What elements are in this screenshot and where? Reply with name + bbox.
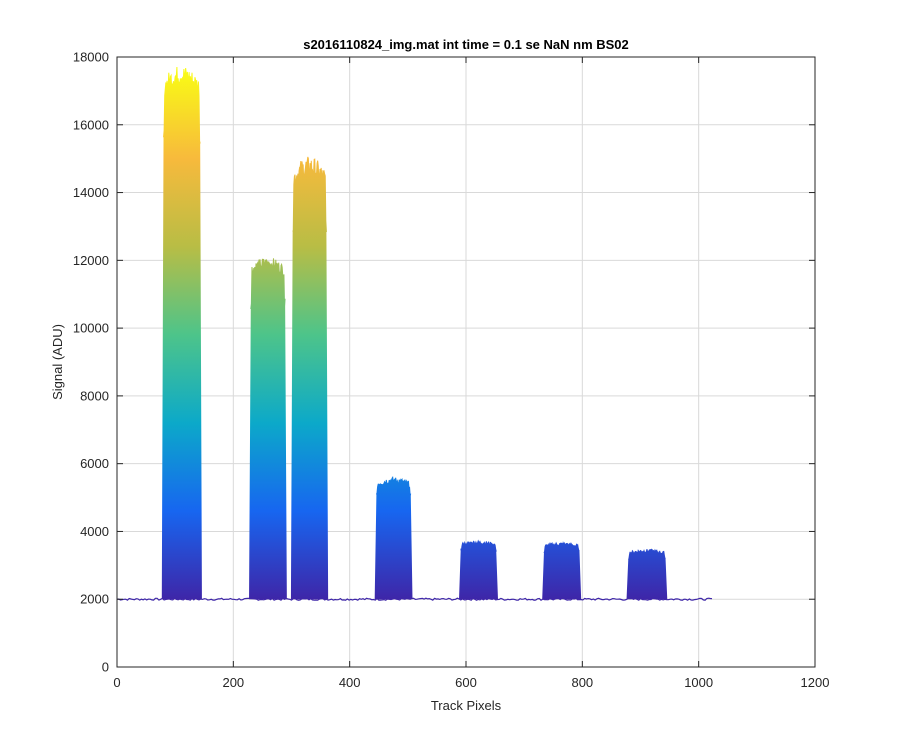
x-axis-label: Track Pixels xyxy=(431,698,502,713)
peak-edge-7 xyxy=(628,548,666,560)
x-tick-label: 1200 xyxy=(801,675,830,690)
x-tick-label: 600 xyxy=(455,675,477,690)
peak-5 xyxy=(459,540,498,600)
y-tick-label: 18000 xyxy=(73,50,109,65)
peak-2 xyxy=(249,258,287,600)
x-tick-label: 400 xyxy=(339,675,361,690)
y-tick-label: 10000 xyxy=(73,321,109,336)
peak-4 xyxy=(374,477,413,600)
x-tick-label: 1000 xyxy=(684,675,713,690)
y-tick-label: 16000 xyxy=(73,117,109,132)
baseline-trace xyxy=(117,597,713,601)
peak-edge-1 xyxy=(163,67,201,144)
peak-edge-5 xyxy=(460,539,497,552)
peak-3 xyxy=(290,156,329,600)
peak-edge-2 xyxy=(250,258,286,310)
y-axis-label: Signal (ADU) xyxy=(50,324,65,400)
peak-1 xyxy=(161,67,202,600)
x-tick-label: 0 xyxy=(113,675,120,690)
y-tick-label: 6000 xyxy=(80,456,109,471)
y-tick-label: 0 xyxy=(102,660,109,675)
y-tick-label: 4000 xyxy=(80,524,109,539)
y-tick-label: 8000 xyxy=(80,388,109,403)
peak-edge-3 xyxy=(292,156,327,233)
y-tick-label: 14000 xyxy=(73,185,109,200)
peak-6 xyxy=(542,542,582,600)
x-tick-label: 800 xyxy=(571,675,593,690)
chart-title: s2016110824_img.mat int time = 0.1 se Na… xyxy=(303,37,629,52)
peak-7 xyxy=(626,549,668,600)
ticks xyxy=(116,56,816,668)
peak-edge-6 xyxy=(543,541,580,554)
tick-labels: 0 200 400 600 800 1000 12000200040006000800010… xyxy=(73,50,830,691)
peak-edge-4 xyxy=(375,476,412,496)
y-tick-label: 12000 xyxy=(73,253,109,268)
data-layer xyxy=(117,67,713,601)
y-tick-label: 2000 xyxy=(80,592,109,607)
x-tick-label: 200 xyxy=(222,675,244,690)
grid xyxy=(117,57,815,667)
